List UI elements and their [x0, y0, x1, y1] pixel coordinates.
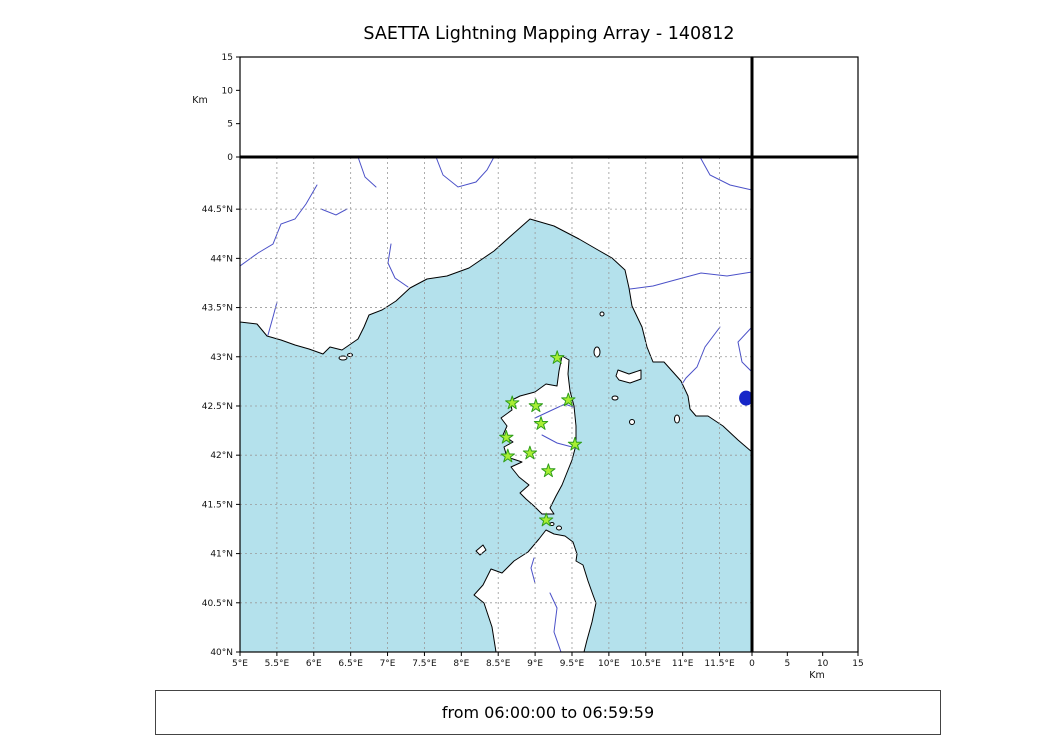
map-gridlines: [240, 157, 752, 652]
station-marker: [539, 512, 554, 527]
lon-tick-label: 9°E: [527, 659, 543, 669]
island-capraia: [593, 346, 601, 358]
station-marker: [561, 392, 576, 407]
island-maddalena: [556, 525, 562, 531]
axis-ticks: 5°E 5.5°E 6°E 6.5°E 7°E 7.5°E 8°E 8.5°E 9°E 9.5°E…: [202, 53, 864, 669]
lon-tick-label: 11.5°E: [704, 659, 735, 669]
river-line: [240, 184, 318, 267]
river-line: [541, 434, 577, 449]
lat-tick-label: 44.5°N: [202, 205, 233, 215]
river-line: [435, 157, 495, 188]
lat-tick-label: 44°N: [210, 254, 233, 264]
river-line: [387, 243, 409, 288]
river-line: [530, 557, 536, 584]
lon-tick-label: 6.5°E: [338, 659, 363, 669]
station-markers: [499, 350, 583, 527]
lon-tick-label: 6°E: [306, 659, 322, 669]
island-hyeres-2: [347, 353, 353, 357]
lat-tick-label: 40.5°N: [202, 599, 233, 609]
station-marker: [505, 395, 520, 410]
lat-tick-label: 40°N: [210, 648, 233, 658]
coastline-mainland-france-italy: [240, 157, 752, 453]
station-marker: [533, 416, 549, 430]
lon-tick-label: 8°E: [453, 659, 469, 669]
alt-axis-km-label-bottom: Km: [809, 670, 824, 681]
map-content: [240, 157, 752, 652]
lon-tick-label: 11°E: [672, 659, 694, 669]
lat-tick-label: 42.5°N: [202, 402, 233, 412]
station-marker: [550, 350, 565, 364]
alt-axis-km-label-left: Km: [192, 95, 207, 106]
river-line: [320, 208, 348, 216]
lat-tick-label: 43°N: [210, 353, 233, 363]
lake-dot: [739, 390, 752, 406]
station-marker: [528, 398, 543, 413]
lon-tick-label: 8.5°E: [486, 659, 511, 669]
coastline-sardinia: [473, 529, 597, 652]
alt-tick-label: 5: [784, 659, 790, 669]
river-line: [681, 326, 721, 385]
figure-title: SAETTA Lightning Mapping Array - 140812: [363, 24, 735, 44]
island-gorgona: [599, 311, 605, 317]
river-line: [629, 271, 752, 290]
station-marker: [500, 448, 515, 463]
island-elba: [615, 369, 642, 384]
alt-vs-lat-panel: [751, 156, 859, 653]
river-line: [549, 592, 562, 652]
island-lavezzi: [549, 522, 555, 526]
lon-tick-label: 5.5°E: [265, 659, 290, 669]
alt-tick-label: 0: [227, 153, 233, 163]
lake-layer: [739, 390, 752, 406]
island-asinara: [475, 544, 487, 556]
lon-tick-label: 9.5°E: [560, 659, 585, 669]
island-giglio: [674, 414, 680, 424]
river-line: [357, 157, 377, 188]
island-montecristo: [629, 419, 635, 425]
lat-tick-label: 41°N: [210, 550, 233, 560]
time-range-box: from 06:00:00 to 06:59:59: [155, 690, 941, 735]
alt-tick-label: 10: [222, 86, 234, 96]
alt-tick-label: 10: [817, 659, 829, 669]
river-line: [737, 326, 752, 373]
alt-tick-label: 15: [852, 659, 863, 669]
alt-tick-label: 0: [749, 659, 755, 669]
lat-tick-label: 43.5°N: [202, 304, 233, 314]
lon-tick-label: 5°E: [232, 659, 248, 669]
lon-tick-label: 10°E: [598, 659, 620, 669]
station-marker: [567, 436, 583, 451]
lon-tick-label: 7.5°E: [412, 659, 437, 669]
station-marker: [499, 430, 514, 444]
island-pianosa: [611, 395, 619, 401]
lat-tick-label: 42°N: [210, 451, 233, 461]
alt-histogram-panel: [751, 56, 859, 158]
river-line: [534, 403, 574, 419]
rivers: [240, 157, 752, 652]
lon-tick-label: 7°E: [380, 659, 396, 669]
alt-tick-label: 5: [227, 120, 233, 130]
time-range-text: from 06:00:00 to 06:59:59: [441, 703, 655, 722]
lon-tick-label: 10.5°E: [631, 659, 662, 669]
landmasses: [240, 157, 752, 652]
lat-tick-label: 41.5°N: [202, 500, 233, 510]
alt-tick-label: 15: [222, 53, 233, 63]
alt-vs-lon-panel: [239, 56, 753, 158]
station-marker: [522, 445, 538, 460]
river-line: [267, 301, 278, 336]
river-line: [699, 157, 752, 191]
station-marker: [541, 463, 556, 478]
